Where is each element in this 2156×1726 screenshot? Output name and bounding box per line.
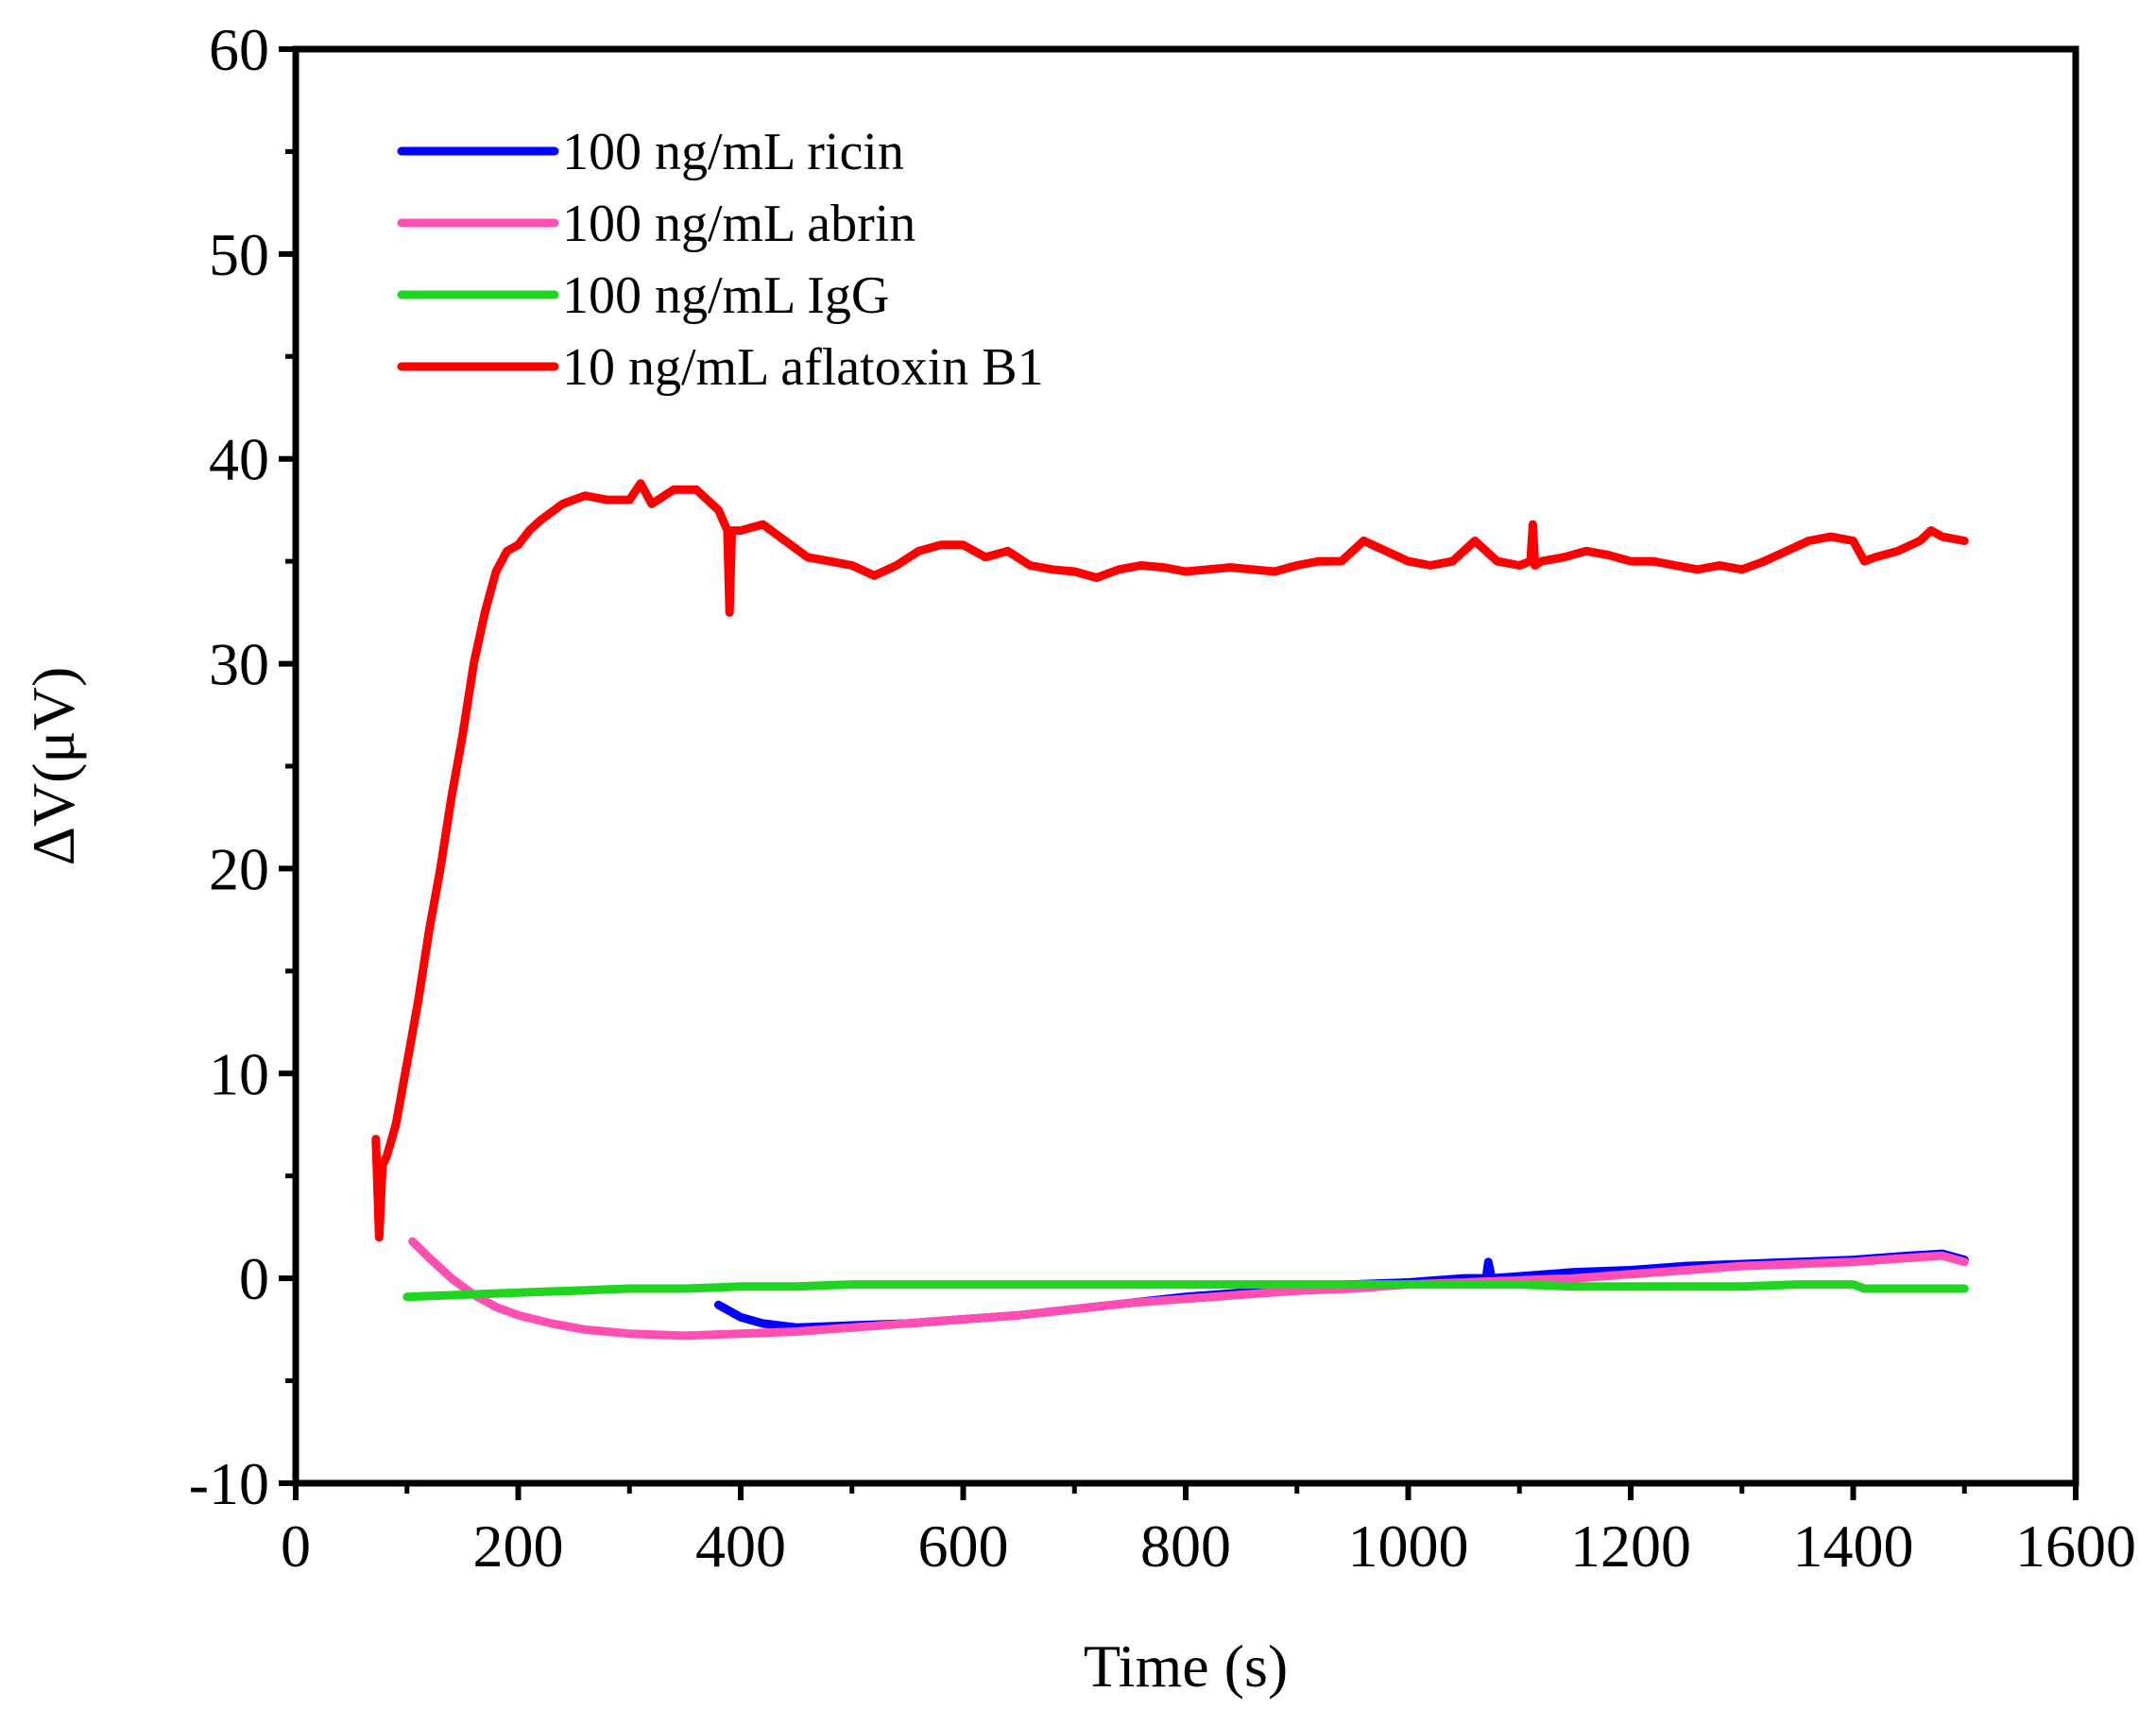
ticks-layer (279, 46, 2079, 1500)
legend: 100 ng/mL ricin 100 ng/mL abrin 100 ng/mL … (397, 123, 1044, 397)
series-line-1 (408, 1237, 1969, 1341)
x-tick-label: 800 (1140, 1512, 1231, 1580)
y-tick-label: 30 (209, 631, 269, 698)
x-tick-label: 0 (281, 1512, 311, 1580)
y-tick-label: 0 (239, 1245, 269, 1312)
x-tick-label: 600 (918, 1512, 1009, 1580)
x-tick-label: 1400 (1793, 1512, 1914, 1580)
y-tick-label: 50 (209, 221, 269, 288)
labels-layer: 0 200 400 600 800 1000 1200 1400 1600-1001020304… (189, 16, 2136, 1580)
y-tick-label: 60 (209, 16, 269, 83)
x-tick-label: 200 (473, 1512, 564, 1580)
y-axis-title: ΔV(μV) (20, 667, 87, 866)
legend-label: 10 ng/mL aflatoxin B1 (562, 338, 1044, 397)
legend-label: 100 ng/mL abrin (562, 195, 915, 253)
y-tick-label: -10 (189, 1450, 269, 1517)
x-axis-title: Time (s) (1084, 1632, 1288, 1700)
y-tick-label: 20 (209, 835, 269, 902)
series-line-2 (402, 1280, 1969, 1302)
y-tick-label: 40 (209, 426, 269, 493)
series-line-3 (371, 479, 1969, 1242)
series-layer (371, 479, 1969, 1341)
x-tick-label: 1600 (2015, 1512, 2136, 1580)
legend-label: 100 ng/mL ricin (562, 123, 904, 181)
legend-label: 100 ng/mL IgG (562, 266, 889, 325)
y-tick-label: 10 (209, 1040, 269, 1107)
x-tick-label: 1200 (1570, 1512, 1691, 1580)
plot-frame (292, 45, 2079, 1487)
x-tick-label: 1000 (1348, 1512, 1469, 1580)
x-tick-label: 400 (695, 1512, 786, 1580)
